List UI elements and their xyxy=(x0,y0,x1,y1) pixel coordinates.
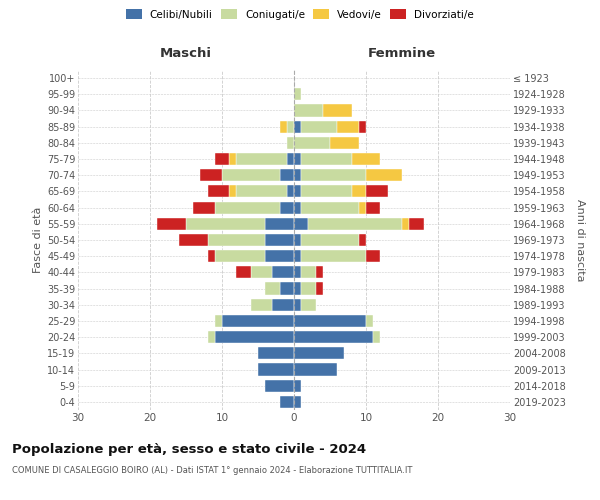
Bar xyxy=(301,153,352,165)
Bar xyxy=(352,186,366,198)
Bar xyxy=(287,186,294,198)
Bar xyxy=(215,250,265,262)
Bar xyxy=(294,104,323,117)
Bar xyxy=(301,282,316,294)
Bar xyxy=(280,202,294,213)
Bar xyxy=(258,348,294,360)
Bar xyxy=(316,266,323,278)
Bar xyxy=(287,137,294,149)
Bar xyxy=(193,202,215,213)
Bar xyxy=(280,120,287,132)
Bar xyxy=(294,364,337,376)
Legend: Celibi/Nubili, Coniugati/e, Vedovi/e, Divorziati/e: Celibi/Nubili, Coniugati/e, Vedovi/e, Di… xyxy=(122,5,478,24)
Bar xyxy=(215,202,280,213)
Bar xyxy=(301,298,316,311)
Bar xyxy=(272,266,294,278)
Bar xyxy=(222,315,294,327)
Bar xyxy=(280,282,294,294)
Bar xyxy=(208,186,229,198)
Y-axis label: Fasce di età: Fasce di età xyxy=(32,207,43,273)
Bar xyxy=(236,266,251,278)
Bar xyxy=(265,250,294,262)
Bar xyxy=(157,218,186,230)
Bar xyxy=(301,202,359,213)
Bar xyxy=(294,250,301,262)
Bar xyxy=(301,234,359,246)
Bar xyxy=(301,169,366,181)
Bar xyxy=(265,380,294,392)
Bar xyxy=(236,186,287,198)
Bar xyxy=(294,186,301,198)
Bar xyxy=(287,153,294,165)
Bar xyxy=(294,396,301,408)
Bar xyxy=(301,266,316,278)
Bar xyxy=(287,120,294,132)
Text: Popolazione per età, sesso e stato civile - 2024: Popolazione per età, sesso e stato civil… xyxy=(12,442,366,456)
Bar xyxy=(330,137,359,149)
Bar xyxy=(294,218,308,230)
Bar xyxy=(366,186,388,198)
Bar xyxy=(294,234,301,246)
Bar xyxy=(265,234,294,246)
Bar xyxy=(301,186,352,198)
Bar xyxy=(179,234,208,246)
Bar xyxy=(294,202,301,213)
Bar xyxy=(301,120,337,132)
Bar xyxy=(208,331,215,343)
Bar xyxy=(251,266,272,278)
Bar xyxy=(294,282,301,294)
Bar xyxy=(215,331,294,343)
Bar xyxy=(294,120,301,132)
Bar xyxy=(366,202,380,213)
Text: COMUNE DI CASALEGGIO BOIRO (AL) - Dati ISTAT 1° gennaio 2024 - Elaborazione TUTT: COMUNE DI CASALEGGIO BOIRO (AL) - Dati I… xyxy=(12,466,412,475)
Bar xyxy=(229,153,236,165)
Bar xyxy=(316,282,323,294)
Bar xyxy=(301,250,366,262)
Bar xyxy=(366,315,373,327)
Bar xyxy=(258,364,294,376)
Bar xyxy=(294,266,301,278)
Bar xyxy=(294,331,373,343)
Bar xyxy=(294,315,366,327)
Bar xyxy=(251,298,272,311)
Bar xyxy=(200,169,222,181)
Text: Maschi: Maschi xyxy=(160,48,212,60)
Bar xyxy=(359,202,366,213)
Bar xyxy=(409,218,424,230)
Bar xyxy=(294,137,330,149)
Text: Femmine: Femmine xyxy=(368,48,436,60)
Y-axis label: Anni di nascita: Anni di nascita xyxy=(575,198,585,281)
Bar xyxy=(265,282,280,294)
Bar xyxy=(280,169,294,181)
Bar xyxy=(208,250,215,262)
Bar xyxy=(280,396,294,408)
Bar xyxy=(186,218,265,230)
Bar xyxy=(308,218,402,230)
Bar xyxy=(229,186,236,198)
Bar xyxy=(294,153,301,165)
Bar xyxy=(323,104,352,117)
Bar xyxy=(294,88,301,101)
Bar xyxy=(337,120,359,132)
Bar xyxy=(294,380,301,392)
Bar xyxy=(402,218,409,230)
Bar xyxy=(359,120,366,132)
Bar xyxy=(366,169,402,181)
Bar xyxy=(294,169,301,181)
Bar xyxy=(366,250,380,262)
Bar xyxy=(215,315,222,327)
Bar xyxy=(294,298,301,311)
Bar xyxy=(373,331,380,343)
Bar xyxy=(359,234,366,246)
Bar xyxy=(236,153,287,165)
Bar xyxy=(294,348,344,360)
Bar xyxy=(352,153,380,165)
Bar xyxy=(272,298,294,311)
Bar xyxy=(215,153,229,165)
Bar xyxy=(265,218,294,230)
Bar xyxy=(208,234,265,246)
Bar xyxy=(222,169,280,181)
